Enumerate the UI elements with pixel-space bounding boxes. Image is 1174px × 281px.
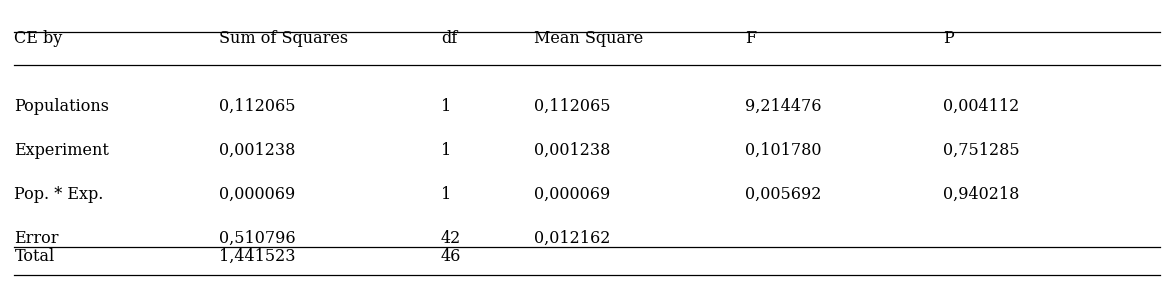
Text: 0,940218: 0,940218 bbox=[944, 186, 1020, 203]
Text: 0,000069: 0,000069 bbox=[534, 186, 610, 203]
Text: 0,510796: 0,510796 bbox=[218, 230, 296, 247]
Text: 1: 1 bbox=[441, 98, 451, 115]
Text: 1: 1 bbox=[441, 142, 451, 159]
Text: 46: 46 bbox=[441, 248, 461, 265]
Text: 0,001238: 0,001238 bbox=[218, 142, 296, 159]
Text: Error: Error bbox=[14, 230, 59, 247]
Text: 9,214476: 9,214476 bbox=[744, 98, 822, 115]
Text: 0,101780: 0,101780 bbox=[744, 142, 822, 159]
Text: 0,000069: 0,000069 bbox=[218, 186, 295, 203]
Text: 0,001238: 0,001238 bbox=[534, 142, 610, 159]
Text: 1: 1 bbox=[441, 186, 451, 203]
Text: 0,112065: 0,112065 bbox=[534, 98, 610, 115]
Text: df: df bbox=[441, 30, 457, 47]
Text: F: F bbox=[744, 30, 756, 47]
Text: 0,112065: 0,112065 bbox=[218, 98, 296, 115]
Text: Experiment: Experiment bbox=[14, 142, 109, 159]
Text: Sum of Squares: Sum of Squares bbox=[218, 30, 348, 47]
Text: 0,004112: 0,004112 bbox=[944, 98, 1020, 115]
Text: Total: Total bbox=[14, 248, 55, 265]
Text: 1,441523: 1,441523 bbox=[218, 248, 296, 265]
Text: Populations: Populations bbox=[14, 98, 109, 115]
Text: 0,751285: 0,751285 bbox=[944, 142, 1020, 159]
Text: Pop. * Exp.: Pop. * Exp. bbox=[14, 186, 103, 203]
Text: Mean Square: Mean Square bbox=[534, 30, 643, 47]
Text: CE by: CE by bbox=[14, 30, 62, 47]
Text: 0,005692: 0,005692 bbox=[744, 186, 821, 203]
Text: P: P bbox=[944, 30, 954, 47]
Text: 0,012162: 0,012162 bbox=[534, 230, 610, 247]
Text: 42: 42 bbox=[441, 230, 461, 247]
